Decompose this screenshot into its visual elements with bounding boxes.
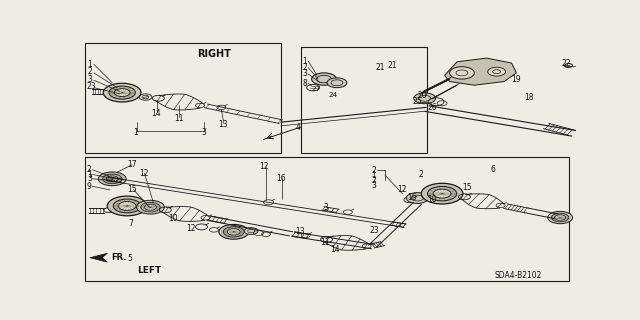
Text: 13: 13 [295,227,305,236]
Circle shape [552,213,569,222]
Circle shape [312,73,337,85]
Circle shape [414,93,436,104]
Text: 1: 1 [88,60,92,69]
Circle shape [244,228,258,235]
Circle shape [449,67,474,79]
Text: 6: 6 [491,165,495,174]
Polygon shape [90,253,108,262]
Text: 1: 1 [302,57,307,66]
Circle shape [99,172,126,186]
Circle shape [219,224,248,239]
Text: 12: 12 [187,224,196,233]
Text: 3: 3 [302,69,307,78]
Circle shape [108,196,147,216]
Circle shape [145,204,156,210]
Text: 23: 23 [86,83,96,92]
Text: 22: 22 [561,59,571,68]
Polygon shape [445,58,516,85]
Text: 15: 15 [462,183,472,192]
Text: 2: 2 [87,165,92,174]
Text: 27: 27 [311,86,321,92]
Bar [85,157,568,281]
Text: 3: 3 [372,180,376,189]
Circle shape [227,228,240,235]
Circle shape [114,89,130,97]
Text: 2: 2 [372,176,376,185]
Text: 14: 14 [330,245,340,254]
Text: 3: 3 [88,75,92,84]
Circle shape [118,202,136,210]
Text: 19: 19 [511,75,521,84]
Circle shape [136,200,164,214]
Text: 3: 3 [323,204,328,212]
Circle shape [103,83,141,102]
Text: 12: 12 [140,169,149,178]
Circle shape [488,67,506,76]
Text: 1: 1 [87,170,92,179]
Text: 21: 21 [388,61,397,70]
Text: RIGHT: RIGHT [197,49,231,59]
Text: 23: 23 [369,226,379,235]
Text: FR.: FR. [111,253,126,262]
Text: 2: 2 [302,63,307,72]
Circle shape [421,183,463,204]
Text: 15: 15 [127,185,137,194]
Text: 3: 3 [87,174,92,183]
Circle shape [433,189,451,198]
Circle shape [548,212,573,224]
Text: LEFT: LEFT [137,266,161,275]
Text: 8: 8 [302,79,307,88]
Text: 7: 7 [128,219,133,228]
Text: 2: 2 [372,166,376,175]
Text: 18: 18 [524,93,533,102]
Text: 24: 24 [328,92,337,98]
Text: 1: 1 [372,171,376,180]
Text: 10: 10 [168,214,178,223]
Circle shape [106,176,118,182]
Text: 13: 13 [218,120,227,129]
Text: 12: 12 [260,162,269,171]
Text: 11: 11 [321,238,330,247]
Text: 21: 21 [375,63,385,72]
Text: SDA4-B2102: SDA4-B2102 [494,271,541,280]
Text: 16: 16 [408,193,417,202]
Bar [85,43,281,153]
Circle shape [223,227,244,237]
Text: 12: 12 [397,185,407,195]
Text: 16: 16 [276,174,285,183]
Circle shape [327,78,347,88]
Text: 5: 5 [127,254,132,263]
Circle shape [141,202,160,212]
Text: 10: 10 [428,195,437,204]
Text: 2: 2 [419,170,423,179]
Text: 14: 14 [151,108,161,117]
Circle shape [428,186,457,201]
Text: 2: 2 [88,67,92,76]
Text: 9: 9 [87,182,92,191]
Text: 25: 25 [412,98,422,107]
Text: 1: 1 [133,128,138,137]
Text: 3: 3 [202,128,206,137]
Bar [301,47,428,153]
Circle shape [109,86,135,99]
Text: 20: 20 [417,91,427,100]
Circle shape [406,193,428,204]
Text: 26: 26 [428,103,437,112]
Text: 11: 11 [174,114,184,123]
Circle shape [102,174,122,184]
Text: 4: 4 [296,123,301,132]
Circle shape [113,199,141,213]
Circle shape [555,215,566,220]
Text: 17: 17 [127,160,137,169]
